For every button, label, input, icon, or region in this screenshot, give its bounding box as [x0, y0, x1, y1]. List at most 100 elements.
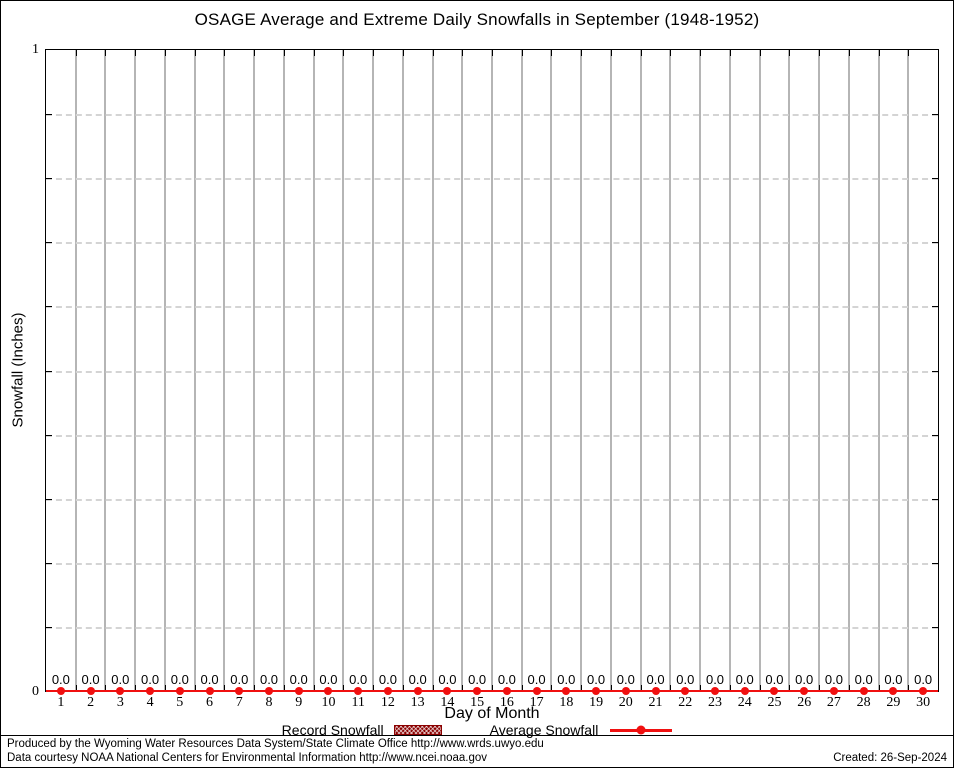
- x-tick-top: [194, 50, 196, 56]
- created-date: Created: 26-Sep-2024: [833, 752, 947, 764]
- y-tick-left: [46, 498, 52, 500]
- x-tick-label: 25: [767, 695, 782, 710]
- horizontal-gridline: [46, 562, 938, 565]
- y-tick-label-0: 0: [32, 684, 39, 699]
- average-point-marker: [740, 687, 749, 695]
- horizontal-gridline: [46, 306, 938, 309]
- y-tick-left: [46, 178, 52, 180]
- x-tick-label: 7: [235, 695, 243, 710]
- point-value-label: 0.0: [141, 672, 160, 687]
- horizontal-gridline: [46, 242, 938, 245]
- x-tick-bottom: [819, 685, 821, 691]
- x-tick-label: 29: [886, 695, 901, 710]
- average-point-marker: [205, 687, 214, 695]
- x-tick-label: 21: [648, 695, 663, 710]
- average-point-marker: [651, 687, 660, 695]
- average-point-marker: [829, 687, 838, 695]
- x-tick-label: 17: [529, 695, 544, 710]
- x-tick-label: 20: [618, 695, 633, 710]
- x-tick-bottom: [164, 685, 166, 691]
- x-tick-top: [432, 50, 434, 56]
- x-tick-top: [492, 50, 493, 56]
- x-tick-label: 11: [351, 695, 365, 710]
- average-point-marker: [175, 687, 184, 695]
- x-tick-top: [105, 50, 107, 56]
- x-tick-bottom: [581, 685, 583, 691]
- x-tick-label: 24: [737, 695, 752, 710]
- y-tick-right: [932, 498, 938, 500]
- average-snowfall-dot-icon: [636, 725, 646, 735]
- x-tick-top: [402, 50, 404, 56]
- x-tick-top: [581, 50, 583, 56]
- point-value-label: 0.0: [408, 672, 427, 687]
- x-tick-bottom: [224, 685, 226, 691]
- x-tick-label: 4: [146, 695, 154, 710]
- x-tick-bottom: [610, 685, 612, 691]
- x-tick-bottom: [135, 685, 137, 691]
- average-point-marker: [592, 687, 601, 695]
- average-point-marker: [473, 687, 482, 695]
- point-value-label: 0.0: [170, 672, 189, 687]
- average-point-marker: [56, 687, 65, 695]
- x-tick-top: [789, 50, 791, 56]
- average-point-marker: [770, 687, 779, 695]
- point-value-label: 0.0: [259, 672, 279, 687]
- average-point-marker: [265, 687, 273, 695]
- average-point-marker: [443, 687, 452, 695]
- point-value-label: 0.0: [81, 672, 100, 687]
- x-tick-bottom: [492, 685, 493, 691]
- footer-produced-by: Produced by the Wyoming Water Resources …: [7, 738, 544, 750]
- legend: Record Snowfall Average Snowfall: [1, 722, 953, 738]
- x-tick-label: 26: [797, 695, 812, 710]
- x-tick-label: 19: [589, 695, 604, 710]
- plot-area: 0.0 1 0.0 2 0.0 3 0.0 4 0.0 5 0.0 6 0.0 7 0.0 8 0.0 9 0.0 1…: [45, 49, 939, 710]
- y-tick-left: [46, 306, 52, 308]
- y-tick-left: [46, 242, 52, 244]
- average-snowfall-line-icon: [610, 725, 673, 735]
- x-tick-bottom: [729, 685, 731, 691]
- x-tick-top: [759, 50, 761, 56]
- y-tick-right: [932, 242, 938, 244]
- x-tick-label: 13: [410, 695, 425, 710]
- point-value-label: 0.0: [616, 672, 635, 687]
- point-value-label: 0.0: [230, 672, 249, 687]
- y-axis-title: Snowfall (Inches): [9, 312, 27, 428]
- average-point-marker: [294, 687, 303, 695]
- x-tick-label: 2: [87, 695, 95, 710]
- y-tick-right: [932, 306, 938, 308]
- x-tick-bottom: [521, 685, 523, 691]
- horizontal-gridline: [46, 626, 938, 629]
- average-snowfall-line: [46, 690, 938, 692]
- average-point-marker: [859, 687, 868, 695]
- horizontal-gridline: [46, 498, 938, 501]
- x-tick-label: 15: [470, 695, 485, 710]
- average-point-marker: [562, 687, 571, 695]
- x-tick-top: [75, 50, 77, 56]
- x-tick-top: [729, 50, 731, 56]
- x-tick-bottom: [462, 685, 464, 691]
- x-tick-label: 12: [380, 695, 395, 710]
- y-tick-right: [932, 178, 938, 180]
- x-tick-top: [521, 50, 523, 56]
- point-value-label: 0.0: [51, 672, 70, 687]
- average-point-marker: [800, 687, 809, 695]
- x-tick-label: 14: [440, 695, 455, 710]
- x-tick-top: [224, 50, 226, 56]
- x-tick-label: 5: [176, 695, 184, 710]
- x-tick-bottom: [759, 685, 761, 691]
- x-tick-top: [135, 50, 137, 56]
- point-value-label: 0.0: [854, 672, 873, 687]
- point-value-label: 0.0: [646, 672, 665, 687]
- x-tick-label: 27: [826, 695, 841, 710]
- y-tick-right: [932, 114, 938, 116]
- horizontal-gridline: [46, 370, 938, 373]
- point-value-label: 0.0: [705, 672, 725, 687]
- x-tick-label: 1: [57, 695, 65, 710]
- y-tick-left: [46, 114, 52, 116]
- x-tick-top: [254, 50, 256, 56]
- x-tick-label: 30: [916, 695, 931, 710]
- point-value-label: 0.0: [319, 672, 338, 687]
- x-tick-bottom: [402, 685, 404, 691]
- average-point-marker: [146, 687, 155, 695]
